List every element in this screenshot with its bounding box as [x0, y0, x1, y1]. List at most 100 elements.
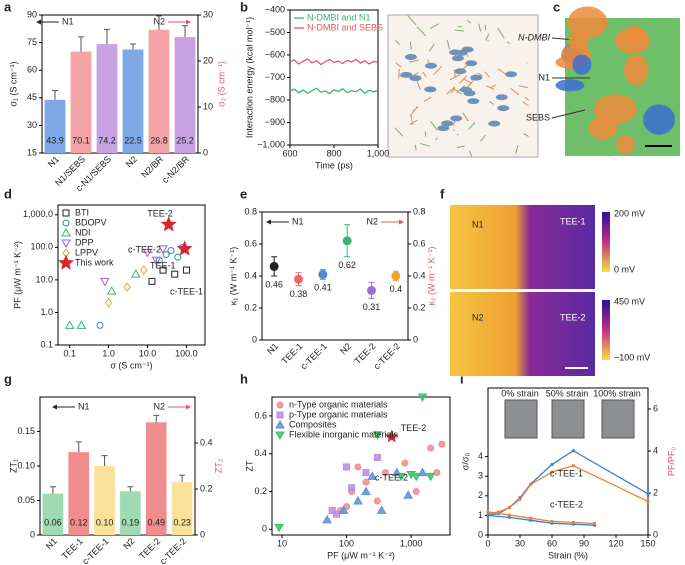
value-label: 0.23 [173, 517, 191, 527]
marker [96, 321, 104, 329]
y-tick-label: 0.4 [200, 437, 213, 447]
y-axis-label: σ₁ (S cm⁻¹) [8, 61, 18, 106]
value-label: 0.41 [314, 283, 332, 293]
chain [395, 40, 400, 45]
dot [294, 274, 303, 284]
y-axis-label: ZT₁ [8, 459, 18, 473]
molecular-render [387, 14, 539, 158]
marker [106, 286, 117, 295]
dopant [404, 54, 417, 61]
y-tick-label: 4 [478, 451, 483, 461]
marker [438, 440, 446, 448]
arrow-head [52, 404, 57, 410]
marker [354, 463, 362, 471]
highlight-star [385, 429, 399, 443]
x-tick-label: 150 [640, 538, 655, 548]
legend-label: LPPV [75, 247, 98, 257]
legend-label: BTI [75, 207, 89, 217]
line [289, 58, 379, 66]
annotation: N1 [62, 16, 74, 26]
x-tick-label: N2 [338, 341, 353, 356]
y-tick-label: 90 [27, 9, 37, 19]
chain [518, 85, 529, 89]
value-label: 70.1 [72, 135, 90, 145]
domain [616, 135, 635, 155]
colorbar-label: 450 mV [614, 296, 645, 306]
y-tick-label: 0.6 [244, 238, 257, 248]
leader [551, 109, 586, 119]
y-tick-label: 10 [203, 101, 213, 111]
arrow-head [186, 19, 191, 25]
y-tick-label: −700 [265, 72, 285, 82]
y-tick-label: 3 [478, 471, 483, 481]
x-tick-label: 1,000 [367, 148, 390, 158]
legend-label: N-DMBI and SEBS [307, 22, 383, 32]
x-tick-label: 100.0 [175, 348, 198, 358]
dopant [470, 74, 483, 81]
chain [524, 96, 529, 101]
chain [419, 142, 431, 147]
line [487, 511, 595, 525]
marker [148, 277, 156, 285]
bar [145, 422, 167, 535]
y-tick-label: 20 [203, 55, 213, 65]
x-tick-label: 10.0 [139, 348, 157, 358]
potential-map [450, 205, 595, 289]
line [487, 465, 649, 515]
y-tick-label: 4 [653, 445, 658, 455]
y2-axis-label: κ₂ (W m⁻¹ K⁻¹) [426, 247, 436, 306]
marker [159, 266, 167, 274]
legend-label: p-Type organic materials [289, 409, 388, 419]
colorbar [602, 212, 610, 272]
chain [478, 23, 482, 32]
y-tick-label: −900 [265, 117, 285, 127]
annotation: 50% strain [546, 388, 589, 398]
image-label: N-DMBI [518, 32, 550, 42]
marker [425, 472, 436, 482]
marker [353, 495, 363, 505]
y-tick-label: 75 [27, 37, 37, 47]
chain [467, 122, 476, 131]
panel-label: c [553, 0, 560, 14]
legend-label: n-Type organic materials [289, 399, 388, 409]
y-tick-label: −1,000 [257, 139, 285, 149]
chain [410, 115, 414, 125]
point [529, 516, 533, 520]
y-tick-label: −800 [265, 94, 285, 104]
value-label: 43.9 [46, 135, 64, 145]
chain [459, 75, 468, 84]
chain [414, 144, 417, 151]
y-tick-label: 100.0 [30, 242, 53, 252]
value-label: 0.31 [363, 302, 381, 312]
value-label: 22.5 [124, 135, 142, 145]
plot-frame [271, 396, 451, 536]
dot [269, 261, 279, 271]
marker [62, 219, 70, 227]
chain [497, 68, 507, 75]
image-label: N1 [472, 219, 484, 229]
domain [588, 117, 618, 140]
dopant [465, 60, 478, 67]
annotation: N1 [292, 216, 304, 226]
chain [497, 27, 505, 39]
marker [417, 393, 428, 403]
marker [276, 411, 284, 419]
legend-label: Composites [289, 419, 337, 429]
x-axis-label: Strain (%) [548, 550, 588, 560]
x-tick-label: 1.0 [102, 348, 115, 358]
chain [446, 86, 456, 95]
arrow-head [36, 19, 41, 25]
marker [61, 239, 71, 249]
value-label: 74.2 [98, 135, 116, 145]
plot-frame [57, 204, 206, 346]
chain [446, 39, 450, 50]
y2-axis-label: σ₂ (S cm⁻¹) [216, 61, 226, 107]
colorbar-label: −100 mV [614, 352, 650, 362]
chain [485, 85, 495, 90]
y-tick-label: 2 [653, 487, 658, 497]
y-tick-label: 0.15 [17, 426, 35, 436]
annotation: c-TEE-1 [550, 468, 583, 478]
annotation: c-TEE-2 [128, 244, 161, 254]
chain [407, 15, 417, 26]
